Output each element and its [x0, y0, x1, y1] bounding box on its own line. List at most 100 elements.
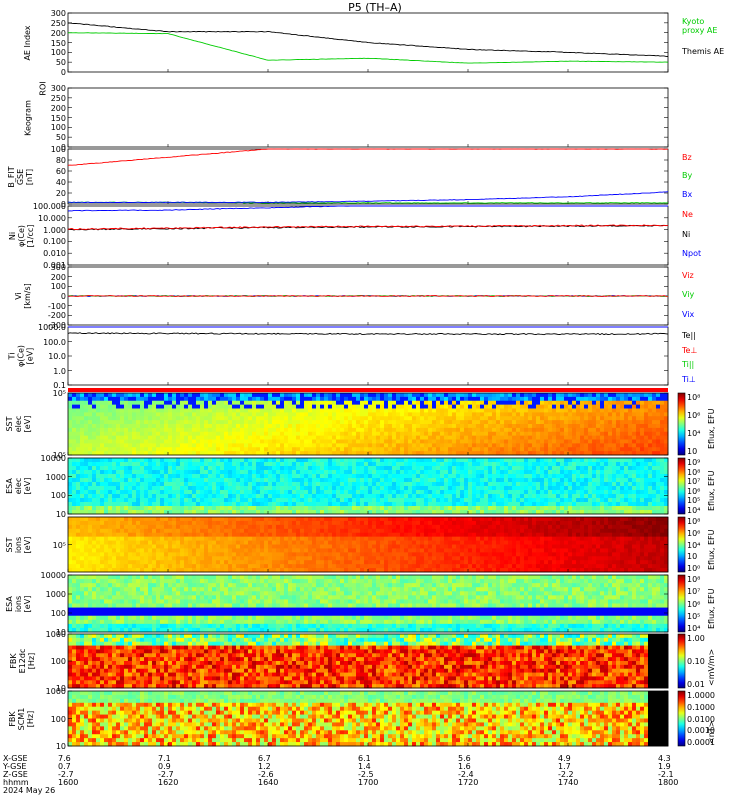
colorbar-tick-label: 1.00	[687, 634, 705, 643]
y-tick-label: 0	[61, 292, 66, 301]
date-label: 2024 May 26	[3, 786, 55, 795]
legend-entry: Bx	[682, 190, 692, 199]
y-tick-label: 300	[51, 9, 66, 18]
legend-entry: Npot	[682, 249, 701, 258]
colorbar-label: Eflux, EFU	[707, 409, 716, 450]
panel-esae	[68, 458, 685, 514]
y-tick-label: 100	[51, 145, 66, 154]
colorbar	[678, 691, 685, 746]
panel-ni	[68, 206, 668, 265]
y-tick-label: 1000	[46, 687, 66, 696]
y-tick-label: 1000	[46, 630, 66, 639]
y-axis-label: SST ions [eV]	[5, 536, 32, 553]
y-tick-label: 10000	[41, 454, 66, 463]
colorbar	[678, 575, 685, 632]
y-tick-label: 10.000	[38, 214, 66, 223]
colorbar-tick-label: 10⁶	[687, 487, 700, 496]
y-tick-label: 100	[51, 48, 66, 57]
y-tick-label: 1000	[46, 590, 66, 599]
y-tick-label: 1.000	[43, 226, 66, 235]
y-tick-label: -100	[48, 302, 66, 311]
y-axis-label: Vi [km/s]	[14, 283, 32, 309]
x-tick-label: 1640	[258, 778, 278, 787]
y-tick-label: 0.100	[43, 237, 66, 246]
x-tick-label: 1620	[158, 778, 178, 787]
colorbar-label: <nT>	[707, 720, 716, 743]
y-tick-label: 150	[51, 114, 66, 123]
y-tick-label: 10.0	[48, 352, 66, 361]
y-tick-label: 300	[51, 263, 66, 272]
colorbar-label: Eflux, EFU	[707, 588, 716, 629]
panel-bfit	[68, 149, 668, 204]
colorbar-tick-label: 10⁸	[687, 575, 700, 584]
y-tick-label: 1000.0	[38, 323, 66, 332]
colorbar-tick-label: 10⁷	[687, 587, 700, 596]
colorbar-tick-label: 10⁰	[687, 564, 700, 573]
colorbar-tick-label: 10⁲	[687, 552, 697, 561]
panel-sste	[68, 388, 685, 455]
series-line	[68, 206, 668, 211]
y-tick-label: 0.010	[43, 249, 66, 258]
y-axis-label: ESA ions [eV]	[5, 595, 32, 612]
y-axis-label: B_FIT GSE [nT]	[7, 166, 34, 187]
y-axis-label: Ni φ(Ce) [1/cc]	[8, 224, 35, 247]
colorbar-tick-label: 10⁸	[687, 517, 700, 526]
panel-esai	[68, 575, 685, 632]
y-tick-label: 10⁵	[53, 389, 66, 398]
panel-fbkb	[68, 691, 685, 746]
colorbar-tick-label: 0.01	[687, 680, 705, 689]
y-tick-label: 100.0	[43, 338, 66, 347]
y-tick-label: 100	[51, 123, 66, 132]
y-tick-label: 80	[56, 156, 66, 165]
y-tick-label: 20	[56, 189, 66, 198]
y-axis-label: AE Index	[23, 25, 32, 60]
y-tick-label: 40	[56, 178, 66, 187]
colorbar-tick-label: 0.10	[687, 657, 705, 666]
y-tick-label: 250	[51, 19, 66, 28]
colorbar-tick-label: 10⁶	[687, 529, 700, 538]
legend-entry: Viz	[682, 271, 694, 280]
y-tick-label: 100	[51, 491, 66, 500]
legend-entry: Viy	[682, 290, 694, 299]
legend-entry: Ti||	[682, 360, 694, 369]
y-tick-label: 50	[56, 58, 66, 67]
series-line	[68, 149, 668, 165]
x-tick-label: 1600	[58, 778, 78, 787]
y-tick-label: -200	[48, 311, 66, 320]
panel-ssti	[68, 517, 685, 572]
colorbar-label: <mV/m>	[707, 649, 716, 686]
legend-entry: Vix	[682, 310, 694, 319]
colorbar-tick-label: 10⁲	[687, 447, 697, 456]
y-tick-label: 60	[56, 167, 66, 176]
colorbar-tick-label: 10⁸	[687, 393, 700, 402]
y-tick-label: 100	[51, 609, 66, 618]
panel-keo	[68, 88, 668, 147]
colorbar-tick-label: 10⁵	[687, 496, 700, 505]
legend-entry: Kyoto proxy AE	[682, 17, 717, 35]
series-line	[68, 23, 668, 57]
colorbar	[678, 634, 685, 688]
colorbar-tick-label: 10⁸	[687, 468, 700, 477]
colorbar	[678, 458, 685, 514]
colorbar-label: Eflux, EFU	[707, 471, 716, 512]
panel-frame	[68, 149, 668, 204]
colorbar-tick-label: 10⁶	[687, 411, 700, 420]
y-axis-label-roi: ROI	[39, 81, 48, 95]
legend-entry: Te⊥	[682, 346, 697, 355]
colorbar-label: Eflux, EFU	[707, 529, 716, 570]
legend-entry: Ni	[682, 230, 690, 239]
colorbar-tick-label: 10⁴	[687, 506, 700, 515]
y-tick-label: 300	[51, 84, 66, 93]
colorbar	[678, 517, 685, 572]
y-tick-label: 10	[56, 742, 66, 751]
colorbar-tick-label: 10⁷	[687, 477, 700, 486]
legend-entry: Ne	[682, 210, 693, 219]
panel-fbke	[68, 634, 685, 688]
panel-frame	[68, 206, 668, 265]
y-tick-label: 10000	[41, 571, 66, 580]
colorbar-tick-label: 0.1000	[687, 703, 715, 712]
series-line	[68, 192, 668, 203]
panel-ti	[68, 327, 668, 385]
